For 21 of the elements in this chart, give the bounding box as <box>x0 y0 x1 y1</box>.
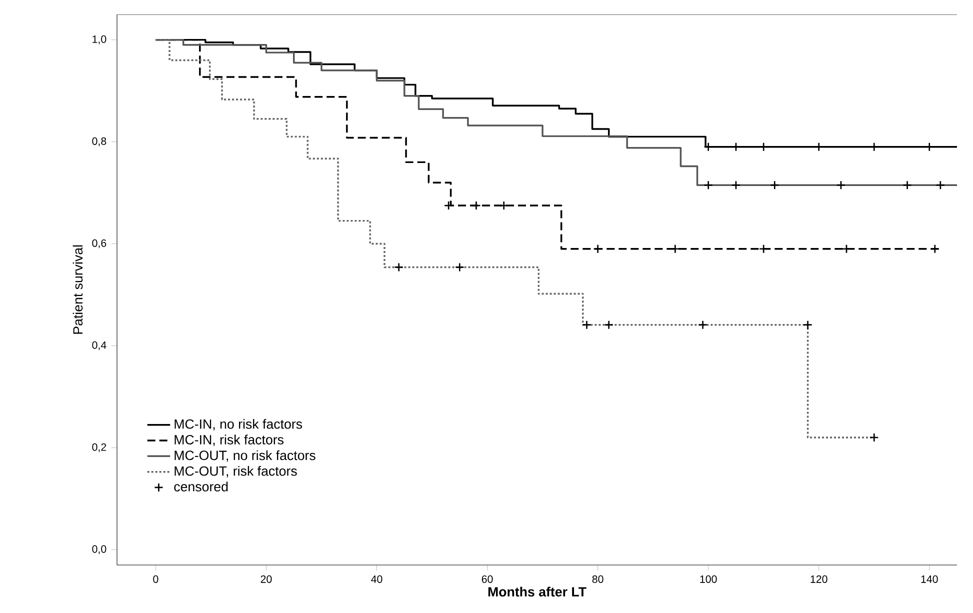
y-tick-label: 0,8 <box>92 137 106 146</box>
legend-label: MC-IN, no risk factors <box>174 419 302 430</box>
y-tick-label: 0,4 <box>92 341 106 350</box>
y-tick-label: 1,0 <box>92 35 106 44</box>
y-axis-title: Patient survival <box>72 245 83 334</box>
x-tick-label: 0 <box>153 575 158 583</box>
y-tick-label: 0,6 <box>92 239 106 248</box>
x-tick-label: 100 <box>700 575 717 583</box>
legend-label: MC-OUT, risk factors <box>174 466 297 478</box>
x-tick-label: 80 <box>592 575 604 583</box>
x-tick-label: 140 <box>921 575 938 583</box>
legend-label: MC-OUT, no risk factors <box>174 450 316 462</box>
x-tick-label: 120 <box>810 575 828 583</box>
x-axis-title: Months after LT <box>488 586 586 597</box>
legend-label: censored <box>174 482 228 492</box>
y-tick-label: 0,0 <box>92 545 106 554</box>
x-tick-label: 60 <box>482 575 493 583</box>
x-tick-label: 40 <box>371 575 382 583</box>
x-tick-label: 20 <box>260 575 272 583</box>
legend-label: MC-IN, risk factors <box>174 434 284 446</box>
y-tick-label: 0,2 <box>92 443 106 452</box>
